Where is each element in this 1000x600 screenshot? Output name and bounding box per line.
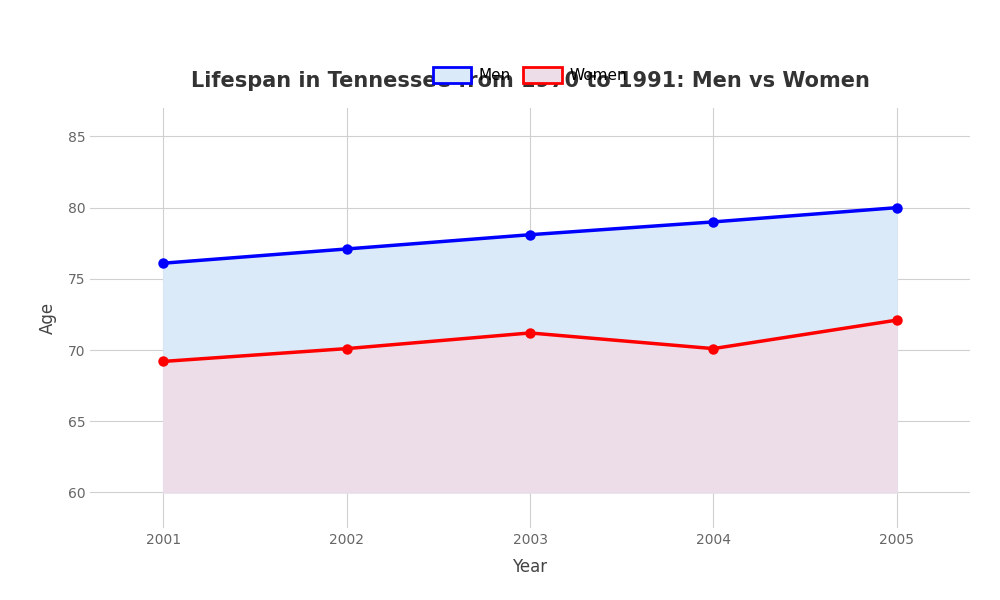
Title: Lifespan in Tennessee from 1970 to 1991: Men vs Women: Lifespan in Tennessee from 1970 to 1991:… <box>191 71 869 91</box>
Y-axis label: Age: Age <box>38 302 56 334</box>
X-axis label: Year: Year <box>512 558 548 576</box>
Legend: Men, Women: Men, Women <box>427 61 633 89</box>
